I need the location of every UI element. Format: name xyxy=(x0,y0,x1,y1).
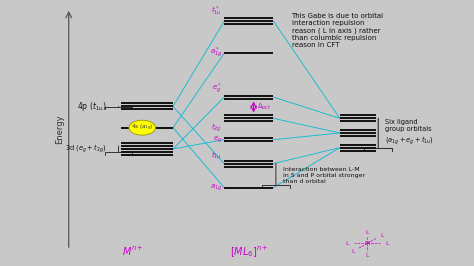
Text: L: L xyxy=(365,230,369,235)
Text: M: M xyxy=(365,241,370,246)
Text: L: L xyxy=(351,249,355,254)
Text: $[ML_6]^{n+}$: $[ML_6]^{n+}$ xyxy=(229,244,268,259)
Text: 4p ($t_{1u}$): 4p ($t_{1u}$) xyxy=(77,100,107,113)
Text: L: L xyxy=(346,241,349,246)
Text: $e_g^*$: $e_g^*$ xyxy=(212,81,222,96)
Text: Interaction between L-M
in S and P orbital stronger
than d orbital: Interaction between L-M in S and P orbit… xyxy=(283,167,365,184)
Text: $a_{1g}^*$: $a_{1g}^*$ xyxy=(210,46,222,60)
Text: Six ligand
group orbitals
$(a_{1g} + e_g + t_{1u})$: Six ligand group orbitals $(a_{1g} + e_g… xyxy=(385,119,434,147)
Text: L: L xyxy=(385,241,389,246)
Text: L: L xyxy=(380,233,383,238)
Text: $\Delta_{oct}$: $\Delta_{oct}$ xyxy=(257,102,272,112)
Text: $t_{1u}$: $t_{1u}$ xyxy=(211,149,222,161)
Text: $a_{1g}$: $a_{1g}$ xyxy=(210,182,222,193)
Text: 3d ($e_g + t_{2g}$): 3d ($e_g + t_{2g}$) xyxy=(65,143,107,155)
Text: $t_{2g}$: $t_{2g}$ xyxy=(211,121,222,134)
Circle shape xyxy=(129,120,155,135)
Text: $M^{n+}$: $M^{n+}$ xyxy=(122,245,144,258)
Text: L: L xyxy=(365,253,369,258)
Text: Energy: Energy xyxy=(55,114,64,144)
Text: 4s ($a_{1g}$): 4s ($a_{1g}$) xyxy=(131,123,154,133)
Text: This Gabe is due to orbital
interaction repulsion
reason ( L in axis ) rather
th: This Gabe is due to orbital interaction … xyxy=(292,13,383,48)
Text: $e_g$: $e_g$ xyxy=(213,134,222,145)
Text: $t_{1u}^*$: $t_{1u}^*$ xyxy=(211,5,222,18)
